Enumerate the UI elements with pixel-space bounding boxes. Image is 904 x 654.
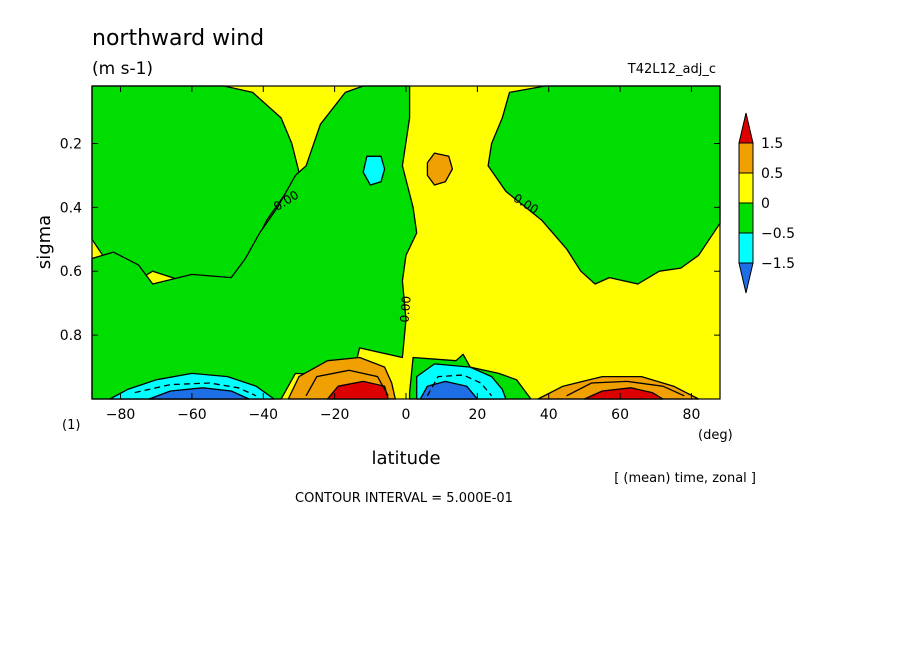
y-axis-label: sigma [34, 215, 55, 269]
legend-label-0: 1.5 [761, 136, 783, 152]
contour-fill-regions [91, 85, 721, 400]
x-tick-label-1: −60 [177, 407, 207, 423]
legend-swatch-0 [738, 112, 754, 144]
region-orange-upper [426, 152, 454, 186]
legend-label-3: −0.5 [761, 226, 795, 242]
x-tick-label-0: −80 [106, 407, 136, 423]
x-tick-label-2: −40 [248, 407, 278, 423]
solid-contour-1 [566, 380, 685, 397]
x-tick-label-5: 20 [468, 407, 486, 423]
y-axis: 0.2 0.4 0.6 0.8 [60, 136, 720, 344]
y-tick-label-2: 0.6 [60, 264, 82, 280]
legend-label-2: 0 [761, 196, 770, 212]
legend-swatch-3 [738, 202, 754, 234]
panel-label: (1) [62, 418, 80, 433]
x-axis: −80 −60 −40 −20 0 20 40 60 80 [106, 86, 701, 423]
solid-contour-0 [305, 369, 389, 397]
x-axis-label: latitude [371, 448, 440, 469]
contour-interval: CONTOUR INTERVAL = 5.000E-01 [295, 491, 513, 506]
dashed-contour-1 [426, 374, 493, 397]
contour-lines [134, 369, 685, 397]
legend-label-4: −1.5 [761, 256, 795, 272]
colorbar-legend: 1.5 0.5 0 −0.5 −1.5 [738, 112, 795, 294]
case-label: T42L12_adj_c [627, 62, 716, 77]
legend-swatch-5 [738, 262, 754, 294]
legend-swatch-1 [738, 142, 754, 174]
contour-label-2: 0.00 [397, 295, 413, 323]
legend-label-1: 0.5 [761, 166, 783, 182]
legend-swatch-4 [738, 232, 754, 264]
x-unit: (deg) [698, 428, 733, 443]
legend-swatch-2 [738, 172, 754, 204]
x-tick-label-3: −20 [320, 407, 350, 423]
y-tick-label-3: 0.8 [60, 328, 82, 344]
region-cyan-upper-left [362, 155, 386, 186]
x-tick-label-6: 40 [540, 407, 558, 423]
x-tick-label-4: 0 [402, 407, 411, 423]
region-green-right-upper [487, 85, 721, 285]
x-tick-label-8: 80 [683, 407, 701, 423]
y-tick-label-0: 0.2 [60, 136, 82, 152]
chart-title: northward wind [92, 26, 264, 51]
chart-units: (m s-1) [92, 59, 153, 79]
x-tick-label-7: 60 [611, 407, 629, 423]
dashed-contour-0 [134, 382, 257, 397]
chart-subtitle: [ (mean) time, zonal ] [614, 471, 756, 486]
y-tick-label-1: 0.4 [60, 200, 82, 216]
